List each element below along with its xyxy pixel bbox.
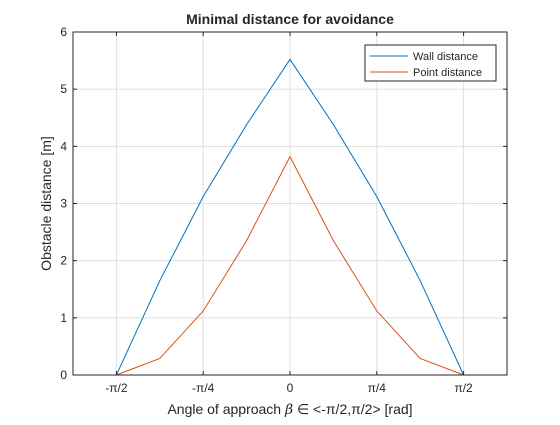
x-axis-label-prefix: Angle of approach bbox=[167, 401, 285, 417]
legend: Wall distance Point distance bbox=[364, 44, 497, 82]
y-tick-label: 1 bbox=[60, 311, 67, 325]
y-tick-label: 2 bbox=[60, 254, 67, 268]
x-tick-label: π/2 bbox=[454, 381, 473, 395]
y-tick-label: 3 bbox=[60, 197, 67, 211]
y-tick-label: 6 bbox=[60, 25, 67, 39]
y-tick-label: 5 bbox=[60, 82, 67, 96]
x-tick-label: -π/4 bbox=[192, 381, 215, 395]
x-tick-label: 0 bbox=[287, 381, 294, 395]
y-tick-label: 0 bbox=[60, 368, 67, 382]
x-axis-label-range: ∈ <-π/2,π/2> [rad] bbox=[293, 401, 412, 417]
y-axis-ticks: 0 1 2 3 4 5 6 bbox=[60, 25, 507, 382]
x-axis-label: Angle of approach β ∈ <-π/2,π/2> [rad] bbox=[167, 401, 412, 418]
y-tick-label: 4 bbox=[60, 139, 67, 153]
x-axis-ticks: -π/2 -π/4 0 π/4 π/2 bbox=[105, 32, 473, 395]
series-layer bbox=[115, 58, 465, 376]
x-tick-label: π/4 bbox=[368, 381, 387, 395]
chart-title: Minimal distance for avoidance bbox=[186, 11, 394, 27]
series-line-2 bbox=[116, 155, 464, 376]
x-tick-label: -π/2 bbox=[105, 381, 128, 395]
legend-label-1: Wall distance bbox=[413, 51, 478, 63]
y-axis-label: Obstacle distance [m] bbox=[38, 136, 54, 271]
grid-lines bbox=[73, 31, 507, 376]
x-axis-label-beta: β bbox=[284, 402, 293, 418]
series-line-1 bbox=[115, 58, 465, 376]
legend-box bbox=[364, 44, 497, 82]
legend-label-2: Point distance bbox=[413, 67, 482, 79]
